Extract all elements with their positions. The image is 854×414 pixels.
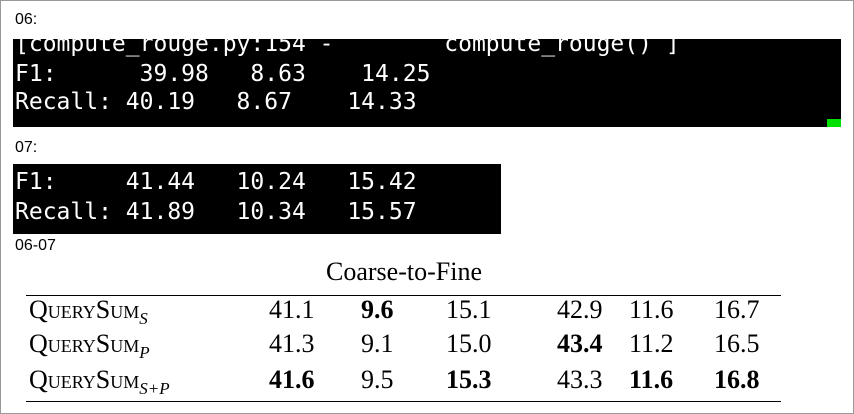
method-name: QuerySum — [29, 295, 140, 324]
section-label: 06-07 — [15, 237, 56, 254]
table-cell: 15.1 — [446, 295, 492, 324]
table-cell: 41.1 — [269, 295, 315, 324]
table-cell: 9.6 — [361, 295, 394, 324]
bottom-rule — [26, 401, 781, 402]
table-cell: 16.7 — [714, 295, 760, 324]
terminal: F1: 41.44 10.24 15.42 Recall: 41.89 10.34… — [13, 164, 501, 234]
method-subscript: S+P — [139, 379, 170, 398]
table-cell: 16.5 — [714, 329, 760, 358]
section-label: 07: — [15, 139, 38, 156]
terminal-line: F1: 39.98 8.63 14.25 — [15, 61, 431, 87]
terminal-line: Recall: 41.89 10.34 15.57 — [15, 199, 417, 225]
terminal: [compute_rouge.py:154 - compute_rouge() … — [13, 39, 841, 127]
terminal-line: Recall: 40.19 8.67 14.33 — [15, 89, 417, 115]
cursor — [827, 119, 841, 127]
table-caption: Coarse-to-Fine — [326, 257, 482, 286]
table-cell: 11.6 — [629, 295, 674, 324]
table-cell: 11.2 — [629, 329, 674, 358]
terminal-line: [compute_rouge.py:154 - compute_rouge() … — [15, 39, 680, 57]
method-name: QuerySum — [29, 365, 140, 394]
table-cell: 43.3 — [557, 365, 603, 394]
terminal-line: F1: 41.44 10.24 15.42 — [15, 169, 417, 195]
top-rule — [26, 295, 781, 296]
row-label: QuerySumS — [29, 295, 148, 329]
table-cell: 11.6 — [629, 365, 674, 394]
table-cell: 9.5 — [361, 365, 394, 394]
section-label: 06: — [15, 11, 38, 28]
method-subscript: S — [139, 309, 148, 328]
method-name: QuerySum — [29, 329, 140, 358]
table-cell: 41.6 — [269, 365, 315, 394]
table-cell: 42.9 — [557, 295, 603, 324]
method-subscript: P — [139, 343, 150, 362]
table-cell: 15.3 — [446, 365, 492, 394]
row-label: QuerySumS+P — [29, 365, 170, 399]
table-cell: 43.4 — [557, 329, 603, 358]
row-label: QuerySumP — [29, 329, 150, 363]
table-cell: 9.1 — [361, 329, 394, 358]
table-cell: 15.0 — [446, 329, 492, 358]
table-cell: 16.8 — [714, 365, 760, 394]
table-cell: 41.3 — [269, 329, 315, 358]
